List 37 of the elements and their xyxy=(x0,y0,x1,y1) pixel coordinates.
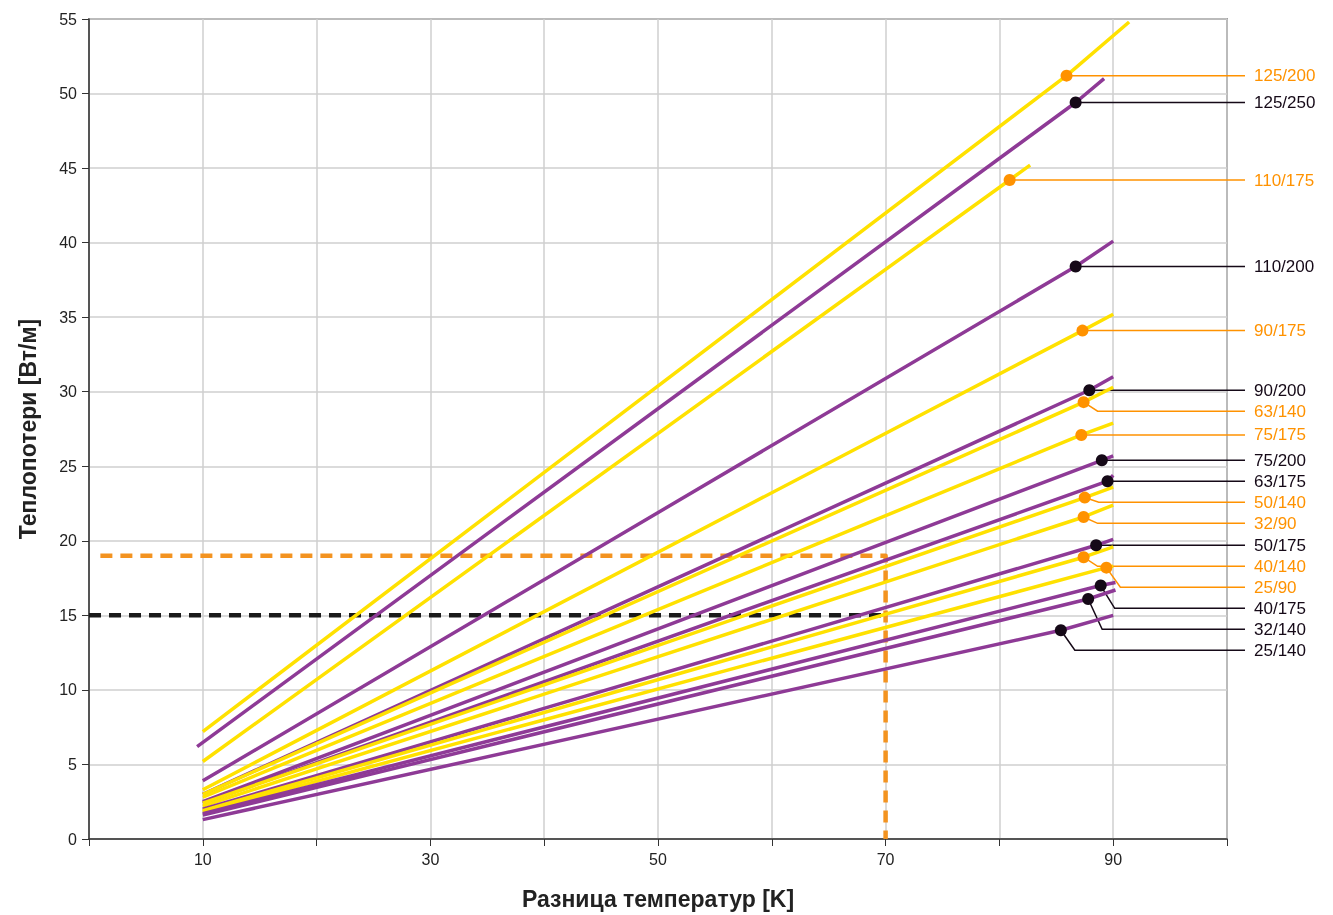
x-tick-label: 30 xyxy=(421,850,440,868)
text: 125/250 xyxy=(1254,92,1316,112)
y-tick-label: 15 xyxy=(59,606,78,624)
x-tick-label: 90 xyxy=(1104,850,1123,868)
x-axis-title: Разница температур [K] xyxy=(521,885,795,912)
y-tick-label: 55 xyxy=(59,10,78,28)
text: 90/200 xyxy=(1254,380,1306,400)
text: 50/175 xyxy=(1254,535,1306,555)
y-tick-label: 10 xyxy=(59,681,78,699)
text: 75/200 xyxy=(1254,450,1306,470)
text: 110/175 xyxy=(1254,170,1315,190)
text: 25/90 xyxy=(1254,577,1297,597)
text: 50/140 xyxy=(1254,492,1306,512)
text: 25/140 xyxy=(1254,640,1306,660)
y-tick-label: 45 xyxy=(59,159,78,177)
text: 125/200 xyxy=(1254,66,1316,86)
y-tick-label: 35 xyxy=(59,308,78,326)
y-tick-label: 40 xyxy=(59,234,78,252)
x-tick-label: 70 xyxy=(876,850,895,868)
text: 40/140 xyxy=(1254,556,1306,576)
x-tick-label: 50 xyxy=(649,850,667,868)
text: 32/140 xyxy=(1254,619,1306,639)
y-tick-label: 0 xyxy=(68,830,78,848)
text: 63/140 xyxy=(1254,401,1306,421)
text: 75/175 xyxy=(1254,425,1306,445)
text: 90/175 xyxy=(1254,321,1306,341)
y-axis-title: Теплопотери [Вт/м] xyxy=(14,318,41,540)
x-tick-label: 10 xyxy=(193,850,212,868)
text: 40/175 xyxy=(1254,598,1306,618)
text: 63/175 xyxy=(1254,471,1306,491)
y-tick-label: 25 xyxy=(59,457,78,475)
y-tick-label: 30 xyxy=(59,383,78,401)
text: 110/200 xyxy=(1254,256,1315,276)
y-tick-label: 5 xyxy=(68,755,78,773)
y-tick-label: 20 xyxy=(59,532,78,550)
text: 32/90 xyxy=(1254,513,1297,533)
y-tick-label: 50 xyxy=(59,85,78,103)
